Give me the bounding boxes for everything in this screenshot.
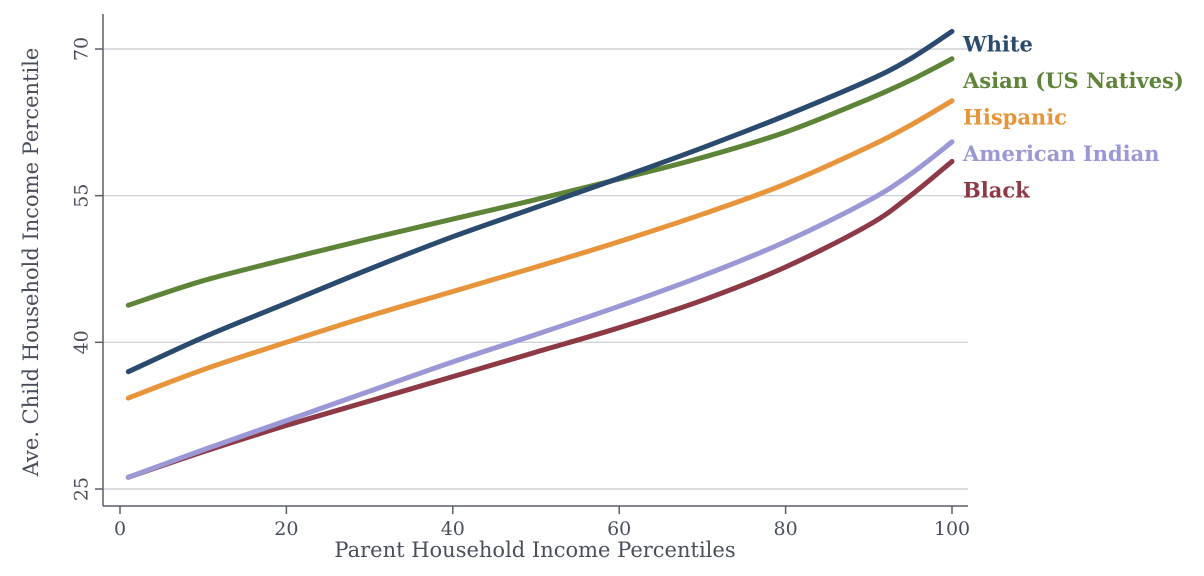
- x-tick-label-80: 80: [774, 518, 798, 540]
- legend: White Asian (US Natives) Hispanic American …: [962, 32, 1184, 203]
- x-tick-label-20: 20: [274, 518, 298, 540]
- x-tick-label-0: 0: [114, 518, 126, 540]
- series-line-white: [125, 28, 955, 375]
- y-axis-ticks: 25 40 55 70: [71, 37, 103, 501]
- y-tick-label-55: 55: [71, 184, 93, 208]
- x-axis-ticks: 0 20 40 60 80 100: [114, 506, 970, 540]
- legend-entry-asian-us-natives: Asian (US Natives): [962, 68, 1184, 93]
- series-line-american-indian: [125, 139, 955, 480]
- y-tick-label-70: 70: [71, 37, 93, 61]
- x-tick-label-60: 60: [607, 518, 631, 540]
- legend-entry-black: Black: [963, 178, 1030, 203]
- x-axis-title: Parent Household Income Percentiles: [334, 538, 735, 562]
- legend-entry-hispanic: Hispanic: [963, 105, 1067, 130]
- y-axis-title: Ave. Child Household Income Percentile: [19, 48, 43, 478]
- gridlines: [103, 48, 968, 490]
- legend-entry-white: White: [962, 32, 1033, 57]
- y-tick-label-40: 40: [71, 330, 93, 354]
- series-lines: [125, 28, 955, 480]
- legend-entry-american-indian: American Indian: [962, 141, 1160, 166]
- series-line-black: [125, 158, 955, 480]
- x-tick-label-40: 40: [441, 518, 465, 540]
- series-line-hispanic: [125, 98, 955, 401]
- y-tick-label-25: 25: [71, 477, 93, 501]
- x-tick-label-100: 100: [934, 518, 970, 540]
- series-line-asian-us-natives: [125, 56, 955, 308]
- axes: [102, 14, 968, 507]
